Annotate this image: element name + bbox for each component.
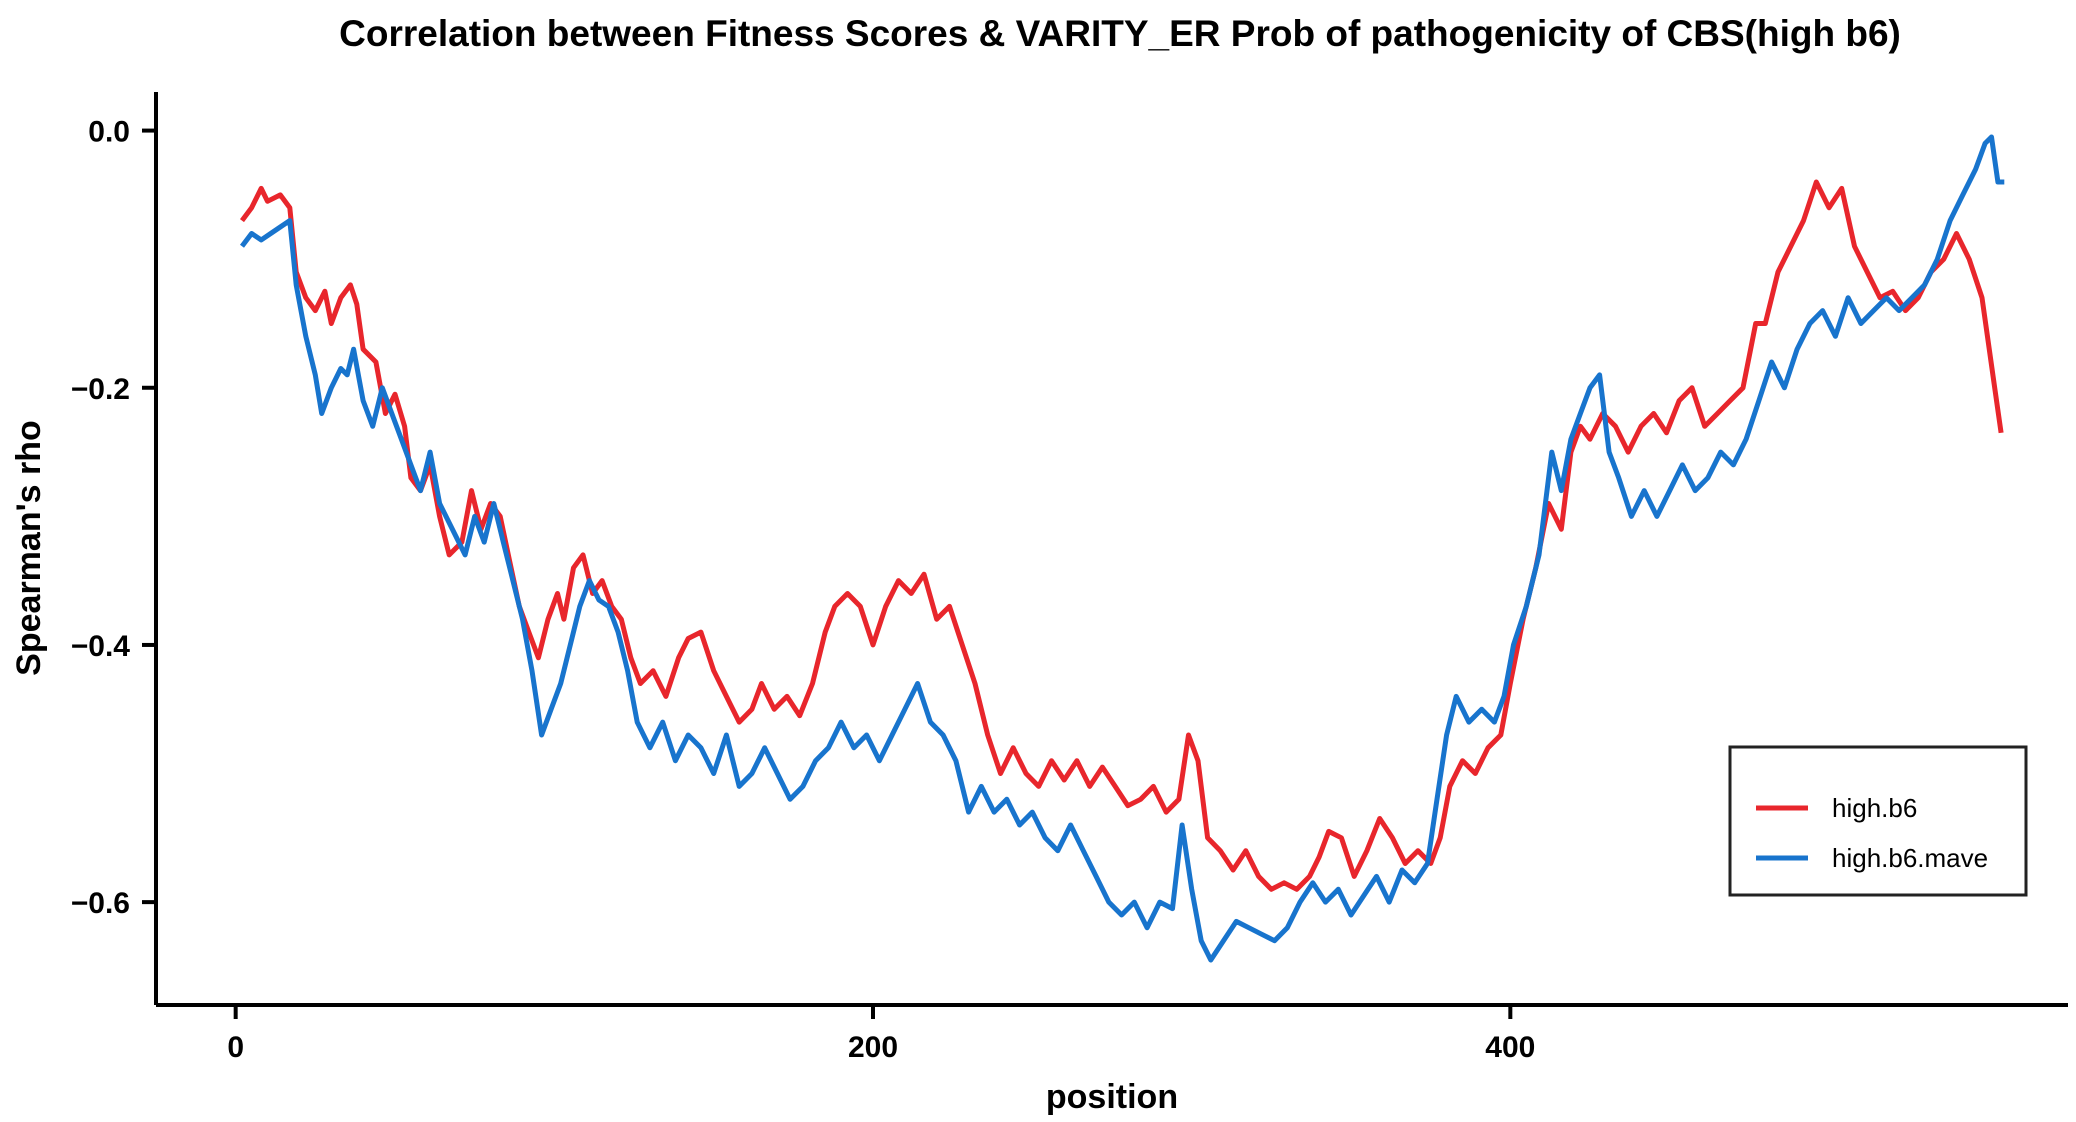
legend: high.b6 high.b6.mave bbox=[1728, 745, 2028, 897]
legend-label-high-b6: high.b6 bbox=[1832, 793, 1917, 823]
chart-title: Correlation between Fitness Scores & VAR… bbox=[339, 13, 1901, 54]
x-tick-label: 0 bbox=[227, 1031, 244, 1064]
y-axis-label: Spearman's rho bbox=[10, 420, 48, 676]
y-tick-label: −0.6 bbox=[71, 887, 130, 920]
x-tick-label: 200 bbox=[848, 1031, 898, 1064]
x-tick-label: 400 bbox=[1485, 1031, 1535, 1064]
legend-label-high-b6-mave: high.b6.mave bbox=[1832, 843, 1988, 873]
series-line-high-b6 bbox=[239, 179, 2004, 892]
plot-area bbox=[239, 134, 2005, 963]
y-ticks: 0.0 −0.2 −0.4 −0.6 bbox=[71, 116, 156, 920]
legend-box bbox=[1728, 745, 2028, 897]
x-ticks: 0 200 400 bbox=[227, 1005, 1535, 1064]
y-tick-label: 0.0 bbox=[88, 116, 130, 149]
y-tick-label: −0.2 bbox=[71, 373, 130, 406]
series-line-high-b6-mave bbox=[240, 134, 2005, 963]
y-tick-label: −0.4 bbox=[71, 630, 131, 663]
x-axis-label: position bbox=[1046, 1078, 1178, 1116]
